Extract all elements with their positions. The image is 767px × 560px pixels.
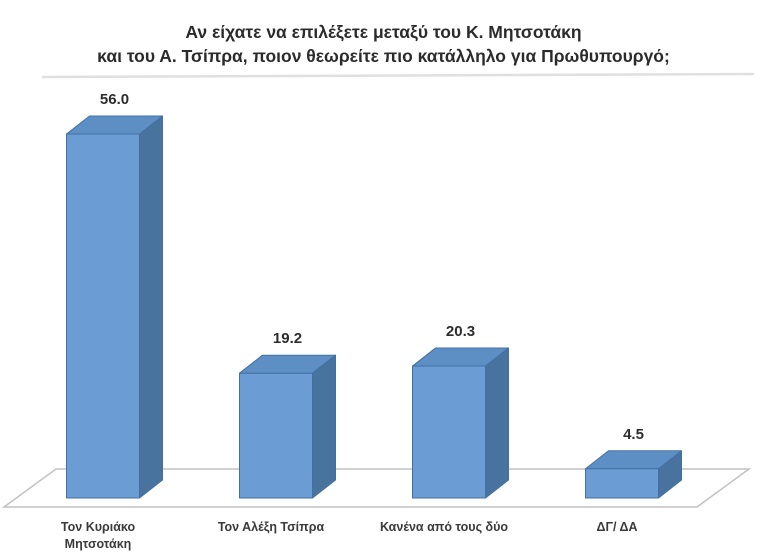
category-label: Τον Κυριάκο Μητσοτάκη: [3, 519, 193, 553]
bar-column-3: [585, 450, 682, 499]
bar-front-face: [66, 133, 140, 499]
bar-front-face: [412, 365, 486, 499]
category-label-line: Τον Κυριάκο: [60, 520, 136, 534]
category-label-line: Κανένα από τους δύο: [379, 520, 509, 534]
value-label: 56.0: [99, 91, 130, 108]
bar-column-2: [412, 347, 509, 499]
bar-column-1: [239, 354, 336, 499]
value-label: 4.5: [623, 425, 644, 443]
category-label-line: Τον Αλέξη Τσίπρα: [217, 520, 325, 534]
category-label-line: ΔΓ/ ΔΑ: [596, 520, 638, 534]
value-label: 19.2: [272, 330, 303, 348]
chart-title-line2: και του Α. Τσίπρα, ποιον θεωρείτε πιο κα…: [97, 46, 670, 66]
bar-front-face: [239, 372, 313, 499]
value-label: 20.3: [445, 323, 476, 341]
plot-top-gridline: [41, 72, 755, 79]
chart-title-line1: Αν είχατε να επιλέξετε μεταξύ του Κ. Μητ…: [185, 22, 582, 42]
bar-front-face: [585, 468, 659, 499]
bar-column-0: [66, 115, 163, 499]
category-label: Κανένα από τους δύο: [349, 519, 539, 536]
category-label: Τον Αλέξη Τσίπρα: [176, 519, 366, 536]
category-label: ΔΓ/ ΔΑ: [522, 519, 712, 536]
category-label-line: Μητσοτάκη: [64, 537, 132, 551]
chart-title: Αν είχατε να επιλέξετε μεταξύ του Κ. Μητ…: [0, 20, 767, 68]
chart-floor: [1, 468, 752, 508]
